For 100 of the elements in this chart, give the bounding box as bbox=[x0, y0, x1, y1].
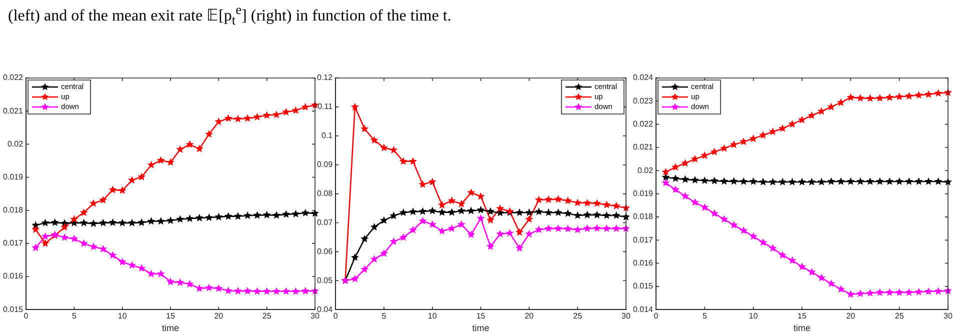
point bbox=[438, 200, 446, 208]
point bbox=[99, 244, 108, 252]
point bbox=[710, 176, 718, 184]
point bbox=[914, 177, 923, 185]
point bbox=[583, 198, 592, 206]
point bbox=[292, 210, 300, 218]
y-tick-label: 0.04 bbox=[316, 304, 334, 314]
y-tick-label: 0.09 bbox=[316, 160, 334, 170]
point bbox=[418, 216, 427, 224]
point bbox=[768, 244, 777, 252]
point bbox=[118, 258, 126, 266]
point bbox=[662, 173, 670, 181]
point bbox=[583, 224, 592, 232]
point bbox=[740, 226, 748, 234]
point bbox=[224, 212, 232, 220]
point bbox=[730, 177, 738, 185]
point bbox=[749, 232, 758, 240]
y-tick-label: 0.017 bbox=[632, 235, 654, 244]
point bbox=[876, 288, 884, 296]
point bbox=[467, 188, 476, 196]
point bbox=[506, 228, 514, 237]
point bbox=[564, 196, 572, 204]
y-tick-label: 0.07 bbox=[316, 218, 334, 227]
point bbox=[700, 203, 709, 211]
point bbox=[544, 224, 553, 232]
point bbox=[710, 209, 718, 217]
y-tick-label: 0.024 bbox=[632, 73, 654, 82]
x-axis-title: time bbox=[162, 323, 180, 334]
point bbox=[534, 226, 543, 234]
x-tick-label: 5 bbox=[702, 312, 708, 321]
x-tick-label: 25 bbox=[894, 312, 904, 321]
y-tick-label: 0.016 bbox=[632, 258, 654, 268]
x-tick-label: 30 bbox=[310, 312, 320, 321]
point bbox=[118, 186, 126, 194]
x-tick-label: 20 bbox=[846, 312, 856, 321]
point bbox=[516, 208, 524, 216]
point bbox=[905, 92, 914, 100]
point bbox=[457, 220, 466, 228]
point bbox=[749, 177, 758, 185]
point bbox=[592, 224, 601, 232]
point bbox=[156, 270, 165, 278]
point bbox=[89, 199, 98, 207]
point bbox=[205, 130, 214, 138]
point bbox=[186, 214, 194, 222]
point bbox=[80, 218, 88, 226]
point bbox=[253, 112, 262, 120]
point bbox=[690, 176, 699, 184]
y-tick-label: 0.02 bbox=[637, 166, 654, 175]
point bbox=[740, 177, 748, 185]
point bbox=[399, 157, 408, 165]
y-tick-label: 0.05 bbox=[316, 276, 334, 285]
point bbox=[138, 264, 146, 272]
point bbox=[60, 233, 69, 241]
point bbox=[817, 274, 826, 282]
point bbox=[32, 221, 40, 229]
point bbox=[409, 208, 418, 216]
point bbox=[350, 102, 359, 110]
point bbox=[60, 223, 69, 231]
point bbox=[768, 128, 777, 136]
point bbox=[205, 284, 214, 292]
point bbox=[671, 185, 680, 194]
point bbox=[602, 200, 611, 208]
point bbox=[827, 279, 836, 288]
y-tick-label: 0.021 bbox=[632, 142, 654, 152]
point bbox=[234, 212, 242, 220]
x-tick-label: 20 bbox=[524, 312, 534, 321]
point bbox=[798, 262, 806, 270]
point bbox=[690, 198, 699, 206]
point bbox=[350, 274, 359, 282]
point bbox=[554, 208, 562, 216]
y-tick-label: 0.018 bbox=[632, 212, 654, 222]
point bbox=[50, 218, 59, 226]
point bbox=[525, 208, 534, 216]
x-tick-label: 15 bbox=[166, 312, 176, 321]
point bbox=[390, 237, 398, 245]
point bbox=[234, 286, 242, 294]
point bbox=[525, 215, 534, 223]
point bbox=[681, 159, 690, 167]
point bbox=[749, 134, 758, 142]
point bbox=[467, 206, 476, 214]
point bbox=[176, 215, 184, 223]
x-tick-label: 0 bbox=[24, 312, 29, 321]
point bbox=[128, 218, 136, 226]
point bbox=[301, 286, 310, 294]
point bbox=[156, 156, 165, 164]
point bbox=[195, 214, 204, 222]
point bbox=[612, 211, 620, 219]
point bbox=[244, 211, 252, 220]
x-tick-label: 10 bbox=[118, 312, 128, 321]
point bbox=[118, 218, 126, 226]
point bbox=[827, 177, 836, 185]
point bbox=[301, 102, 310, 111]
point bbox=[574, 198, 582, 206]
point bbox=[856, 177, 864, 185]
point bbox=[866, 177, 874, 185]
point bbox=[99, 218, 108, 226]
point bbox=[448, 224, 456, 232]
x-tick-label: 20 bbox=[214, 312, 224, 321]
point bbox=[282, 210, 290, 218]
point bbox=[262, 287, 271, 295]
